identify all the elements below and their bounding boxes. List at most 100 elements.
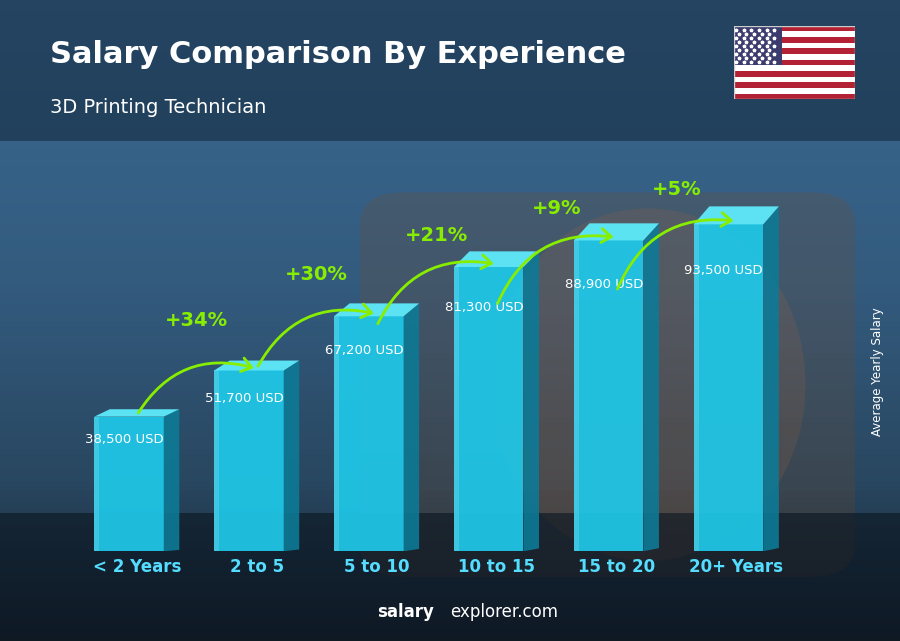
Bar (0, 21, 900, 27)
Bar (734, 31, 855, 37)
Bar (0, 53, 900, 59)
Ellipse shape (491, 208, 806, 561)
Bar (0, 107, 900, 112)
Bar (0, 636, 900, 641)
Text: 3D Printing Technician: 3D Printing Technician (50, 98, 266, 117)
Bar (0, 476, 900, 481)
Text: 15 to 20: 15 to 20 (578, 558, 655, 576)
Bar (0, 69, 900, 75)
Polygon shape (694, 224, 763, 551)
Bar (0, 5, 900, 11)
Polygon shape (94, 417, 99, 551)
Bar (0, 518, 900, 524)
Text: 2 to 5: 2 to 5 (230, 558, 284, 576)
Bar (0, 497, 900, 502)
Bar (0, 262, 900, 267)
Bar (0, 229, 900, 235)
FancyBboxPatch shape (360, 192, 855, 577)
Bar (734, 54, 855, 60)
Text: 5 to 10: 5 to 10 (344, 558, 410, 576)
Bar (0, 428, 900, 433)
Bar (0, 486, 900, 492)
Bar (0, 513, 900, 518)
Bar (0, 294, 900, 299)
Polygon shape (334, 316, 338, 551)
Bar (0, 288, 900, 294)
Bar (0, 331, 900, 337)
Polygon shape (164, 409, 179, 551)
Bar (0, 85, 900, 91)
Bar (734, 60, 855, 65)
Bar (0, 208, 900, 213)
Bar (0, 326, 900, 331)
Polygon shape (694, 206, 778, 224)
Text: Salary Comparison By Experience: Salary Comparison By Experience (50, 40, 625, 69)
Bar (0, 176, 900, 181)
Bar (0, 566, 900, 572)
Text: salary: salary (377, 603, 434, 621)
Bar (0, 577, 900, 582)
Bar (0, 508, 900, 513)
Text: 20+ Years: 20+ Years (689, 558, 783, 576)
Bar (0, 529, 900, 534)
Bar (0, 353, 900, 358)
Bar (734, 65, 855, 71)
Bar (0, 96, 900, 101)
Polygon shape (574, 240, 579, 551)
Bar (0, 256, 900, 262)
Polygon shape (694, 224, 698, 551)
Bar (0, 337, 900, 342)
Bar (734, 26, 855, 31)
Bar (734, 48, 855, 54)
Text: explorer.com: explorer.com (450, 603, 558, 621)
Bar (0, 438, 900, 444)
Text: 10 to 15: 10 to 15 (458, 558, 535, 576)
Bar (0, 246, 900, 251)
Bar (0, 0, 900, 5)
Bar (0, 572, 900, 577)
Bar (0, 342, 900, 347)
Bar (0, 422, 900, 428)
Text: 88,900 USD: 88,900 USD (564, 278, 643, 291)
Text: +5%: +5% (652, 180, 701, 199)
Polygon shape (214, 370, 219, 551)
Bar (0, 235, 900, 240)
Bar (0, 582, 900, 588)
Bar (0, 481, 900, 486)
Bar (0, 390, 900, 395)
Bar (0, 299, 900, 304)
Bar (0, 112, 900, 117)
Text: < 2 Years: < 2 Years (93, 558, 181, 576)
Bar (0, 133, 900, 139)
Text: 93,500 USD: 93,500 USD (684, 263, 763, 276)
Polygon shape (403, 303, 419, 551)
Bar (0, 117, 900, 123)
Bar (0, 609, 900, 614)
Polygon shape (334, 316, 403, 551)
Bar (0, 43, 900, 48)
Bar (0, 272, 900, 278)
Bar (0, 149, 900, 155)
Polygon shape (94, 417, 164, 551)
Bar (0, 75, 900, 80)
Text: 51,700 USD: 51,700 USD (204, 392, 284, 405)
Bar (0, 470, 900, 476)
Bar (0, 283, 900, 288)
Bar (0, 197, 900, 203)
Polygon shape (644, 223, 659, 551)
Bar (0, 278, 900, 283)
FancyArrowPatch shape (258, 304, 372, 366)
Bar (0, 192, 900, 197)
Bar (0, 395, 900, 401)
Bar (0, 417, 900, 422)
Bar (0, 213, 900, 219)
Bar (0, 101, 900, 107)
Text: +30%: +30% (285, 265, 348, 284)
Bar (0, 524, 900, 529)
Bar (0, 412, 900, 417)
Polygon shape (214, 360, 299, 370)
Bar (0, 160, 900, 165)
Bar (0, 91, 900, 96)
Polygon shape (574, 240, 644, 551)
Bar (0, 320, 900, 326)
